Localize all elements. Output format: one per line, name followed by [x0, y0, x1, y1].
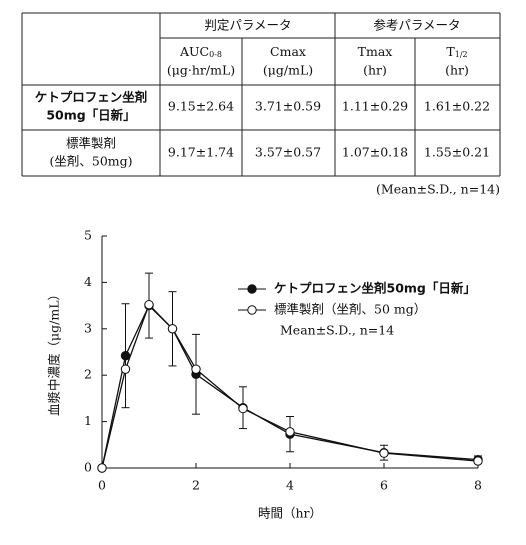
- column-header: Tmax: [358, 44, 393, 59]
- column-unit: (hr): [363, 63, 387, 78]
- cell: 1.55±0.21: [424, 145, 490, 160]
- row-name: (坐剤、50mg): [49, 154, 132, 169]
- y-tick-label: 2: [84, 367, 92, 382]
- column-header: AUC0-8: [179, 44, 222, 60]
- cell: 1.61±0.22: [424, 99, 490, 114]
- cell: 1.11±0.29: [342, 99, 408, 114]
- x-tick-label: 6: [380, 478, 388, 493]
- column-unit: (μg·hr/mL): [167, 63, 235, 78]
- cell: 3.71±0.59: [255, 99, 321, 114]
- y-tick-label: 5: [84, 228, 92, 243]
- data-point: [285, 427, 295, 437]
- column-sub: 1/2: [455, 50, 468, 59]
- data-point: [97, 463, 107, 473]
- x-tick-label: 4: [286, 478, 294, 493]
- annotation: Mean±S.D., n=14: [280, 323, 394, 338]
- x-tick-label: 2: [192, 478, 200, 493]
- column-label: Cmax: [270, 44, 306, 59]
- cell: 9.15±2.64: [168, 99, 234, 114]
- column-label: T: [446, 44, 455, 59]
- data-point: [238, 403, 248, 414]
- data-point: [120, 351, 131, 361]
- column-label: AUC: [179, 44, 209, 59]
- cell: 1.07±0.18: [342, 145, 408, 160]
- table-grid: [21, 12, 501, 177]
- legend-label: ケトプロフェン坐剤50mg「日新」: [274, 281, 476, 296]
- row-name: ケトプロフェン坐剤: [35, 90, 148, 105]
- data-point: [473, 456, 483, 466]
- y-tick-label: 0: [84, 460, 92, 475]
- data-point: [167, 324, 178, 334]
- table-note: (Mean±S.D., n=14): [376, 182, 500, 197]
- column-header: Cmax: [270, 44, 306, 59]
- header-group: 参考パラメータ: [373, 18, 460, 33]
- y-tick-label: 3: [84, 320, 92, 335]
- y-axis-label: 血漿中濃度（μg/mL）: [47, 288, 62, 416]
- x-tick-label: 0: [98, 478, 106, 493]
- row-name: 標準製剤: [66, 136, 116, 151]
- header-group: 判定パラメータ: [204, 18, 291, 33]
- column-label: Tmax: [358, 44, 393, 59]
- legend-marker: [247, 284, 257, 294]
- column-unit: (μg/mL): [263, 63, 313, 78]
- column-header: T1/2: [446, 44, 467, 60]
- y-tick-label: 1: [84, 413, 92, 428]
- legend-marker: [247, 305, 257, 315]
- column-unit: (hr): [445, 63, 469, 78]
- cell: 9.17±1.74: [168, 145, 234, 160]
- y-tick-label: 4: [84, 274, 92, 289]
- row-name: 50mg「日新」: [46, 108, 135, 123]
- column-sub: 0-8: [209, 50, 222, 59]
- data-point: [379, 448, 389, 458]
- legend-label: 標準製剤（坐剤、50 mg）: [274, 302, 426, 317]
- data-point: [191, 364, 201, 374]
- data-point: [144, 299, 154, 310]
- data-point: [120, 364, 131, 374]
- cell: 3.57±0.57: [255, 145, 321, 160]
- x-tick-label: 8: [474, 478, 482, 493]
- x-axis-label: 時間（hr）: [258, 506, 322, 521]
